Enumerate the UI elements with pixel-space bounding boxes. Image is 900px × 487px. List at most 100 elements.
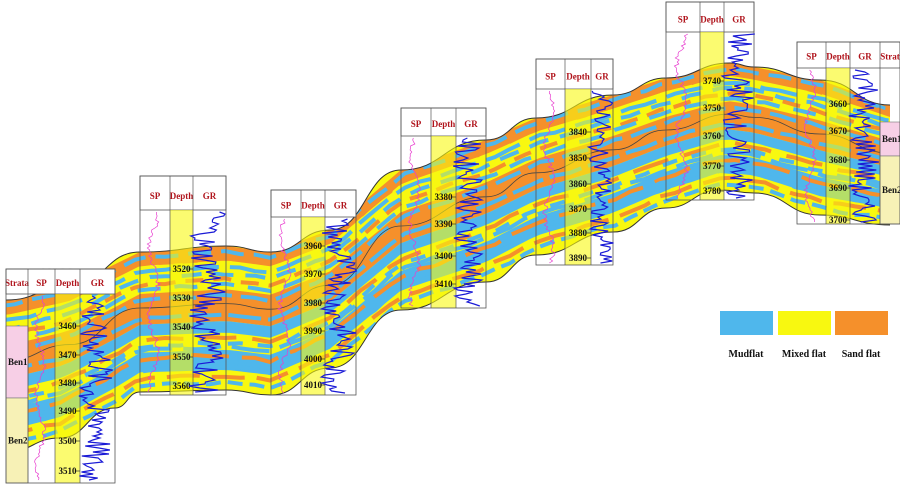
well-frame — [535, 58, 614, 266]
sp-curve — [673, 33, 690, 198]
depth-label: 3670 — [829, 126, 848, 136]
depth-track — [700, 32, 724, 200]
header-depth: Depth — [301, 200, 325, 210]
depth-track — [170, 210, 193, 395]
depth-label: 3400 — [435, 251, 454, 261]
header-gr: GR — [595, 71, 609, 81]
header-depth: Depth — [826, 52, 850, 62]
depth-label: 3750 — [703, 103, 722, 113]
strata-label: Ben1 — [8, 357, 28, 367]
depth-label: 3660 — [829, 99, 848, 109]
depth-label: 3860 — [569, 179, 588, 189]
header-strata: Strat — [880, 52, 900, 62]
well-y1000-2: Y1000-2SPDepthGR37403750376037703780 — [665, 1, 755, 201]
header-gr: GR — [334, 200, 348, 210]
mudflat-zone — [6, 129, 890, 392]
depth-label: 3680 — [829, 155, 848, 165]
gr-curve — [452, 137, 484, 307]
header-gr: GR — [203, 191, 217, 201]
gr-curve — [319, 218, 358, 394]
facies-legend: Mudflat Mixed flat Sand flat — [720, 311, 888, 360]
header-gr: GR — [91, 278, 105, 288]
depth-label: 3980 — [304, 298, 323, 308]
legend-label: Sand flat — [842, 349, 881, 360]
depth-label: 3390 — [435, 219, 454, 229]
well-frame — [5, 268, 116, 484]
sand-flat-zone — [6, 101, 890, 379]
depth-label: 3480 — [59, 378, 78, 388]
depth-track — [826, 68, 850, 224]
sp-curve — [407, 137, 422, 307]
strata-label: Ben1 — [882, 134, 900, 144]
gr-curve — [78, 295, 113, 481]
header-sp: SP — [150, 191, 161, 201]
legend-swatch — [835, 311, 888, 335]
gr-curve — [720, 33, 755, 199]
facies-stripe — [6, 133, 890, 388]
depth-label: 3560 — [173, 381, 192, 391]
header-gr: GR — [858, 52, 872, 62]
depth-label: 3890 — [569, 253, 588, 263]
well-header — [400, 107, 487, 137]
depth-label: 3990 — [304, 326, 323, 336]
sp-curve — [542, 90, 556, 264]
well-logs: Y883Ben1Ben2StrataSPDepthGR3460347034803… — [5, 1, 900, 484]
well-frame — [139, 175, 227, 396]
header-sp: SP — [806, 52, 817, 62]
header-depth: Depth — [566, 71, 590, 81]
well-frame — [270, 189, 357, 396]
well-header — [270, 189, 357, 218]
legend-label: Mixed flat — [782, 349, 827, 360]
depth-label: 3510 — [59, 466, 78, 476]
depth-label: 3700 — [829, 215, 848, 225]
depth-label: 3520 — [173, 264, 192, 274]
header-strata: Strata — [5, 278, 29, 288]
well-header — [139, 175, 227, 211]
depth-label: 3470 — [59, 350, 78, 360]
depth-label: 3690 — [829, 183, 848, 193]
depth-label: 4010 — [304, 380, 323, 390]
sp-curve — [33, 295, 47, 481]
header-sp: SP — [36, 278, 47, 288]
header-sp: SP — [545, 71, 556, 81]
well-frame — [665, 1, 755, 201]
legend-swatch — [720, 311, 773, 335]
depth-label: 3410 — [435, 279, 454, 289]
well-y884: Y884SPDepthGR35203530354035503560 — [139, 175, 227, 396]
depth-track — [55, 294, 80, 483]
facies-stripe — [6, 66, 890, 309]
gr-curve — [586, 90, 614, 264]
marker-line — [5, 113, 891, 362]
well-y1000-4: Y1000-4Ben1Ben2SPDepthGRStrat36603670368… — [796, 39, 900, 225]
well-y1123-3: Y1123-3SPDepthGR384038503860387038803890 — [535, 58, 614, 266]
depth-label: 3540 — [173, 322, 192, 332]
header-sp: SP — [411, 119, 422, 129]
depth-label: 3740 — [703, 76, 722, 86]
depth-label: 3780 — [703, 186, 722, 196]
depth-label: 3840 — [569, 127, 588, 137]
depth-label: 3490 — [59, 406, 78, 416]
depth-label: 3970 — [304, 269, 323, 279]
sp-curve — [146, 212, 162, 393]
header-depth: Depth — [56, 278, 80, 288]
gr-curve — [848, 69, 879, 223]
depth-label: 3500 — [59, 436, 78, 446]
header-sp: SP — [281, 200, 292, 210]
depth-track — [565, 89, 591, 265]
depth-label: 3460 — [59, 321, 78, 331]
header-gr: GR — [464, 119, 478, 129]
header-depth: Depth — [170, 191, 194, 201]
depth-label: 3770 — [703, 161, 722, 171]
header-gr: GR — [732, 14, 746, 24]
gr-curve — [188, 211, 226, 393]
sp-curve — [803, 69, 817, 223]
depth-label: 3530 — [173, 293, 192, 303]
strata-label: Ben2 — [882, 185, 900, 195]
well-y884-3: Y884-3SPDepthGR396039703980399040004010 — [270, 189, 358, 396]
depth-track — [431, 136, 456, 308]
depth-label: 3550 — [173, 352, 192, 362]
strata-label: Ben2 — [8, 436, 28, 446]
depth-label: 3760 — [703, 131, 722, 141]
legend-swatch — [778, 311, 831, 335]
